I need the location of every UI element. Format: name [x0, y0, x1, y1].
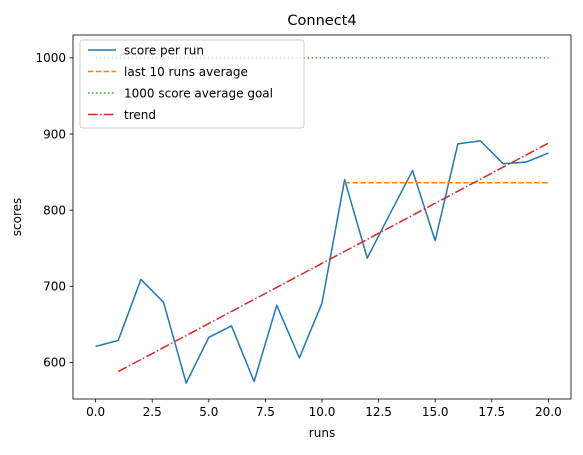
legend-label-3: 1000 score average goal — [124, 86, 273, 100]
chart-title: Connect4 — [287, 13, 356, 29]
series-layer — [95, 57, 549, 384]
x-tick-label: 0.0 — [86, 405, 105, 419]
x-axis: 0.0 2.5 5.0 7.5 10.0 12.5 15.0 17.5 20.0 — [86, 399, 562, 419]
legend-box — [79, 39, 305, 129]
x-tick-label: 2.5 — [143, 405, 162, 419]
x-tick-label: 5.0 — [199, 405, 218, 419]
x-tick-label: 17.5 — [478, 405, 505, 419]
y-tick-label: 800 — [43, 203, 66, 217]
x-tick-label: 12.5 — [365, 405, 392, 419]
y-tick-label: 700 — [43, 280, 66, 294]
y-tick-label: 900 — [43, 127, 66, 141]
x-tick-label: 20.0 — [535, 405, 562, 419]
legend-label-2: last 10 runs average — [124, 65, 248, 79]
y-tick-label: 600 — [43, 356, 66, 370]
x-tick-label: 10.0 — [309, 405, 336, 419]
legend: score per run last 10 runs average 1000 sc… — [79, 39, 305, 129]
y-tick-label: 1000 — [35, 51, 66, 65]
legend-label-1: score per run — [124, 43, 204, 57]
x-axis-label: runs — [309, 426, 335, 440]
x-tick-label: 15.0 — [422, 405, 449, 419]
series-line-1 — [95, 140, 549, 384]
x-tick-label: 7.5 — [256, 405, 275, 419]
legend-label-4: trend — [124, 108, 156, 122]
y-axis-label: scores — [10, 198, 24, 237]
series-line-4 — [117, 142, 549, 373]
y-axis: 600 700 800 900 1000 — [35, 51, 73, 370]
